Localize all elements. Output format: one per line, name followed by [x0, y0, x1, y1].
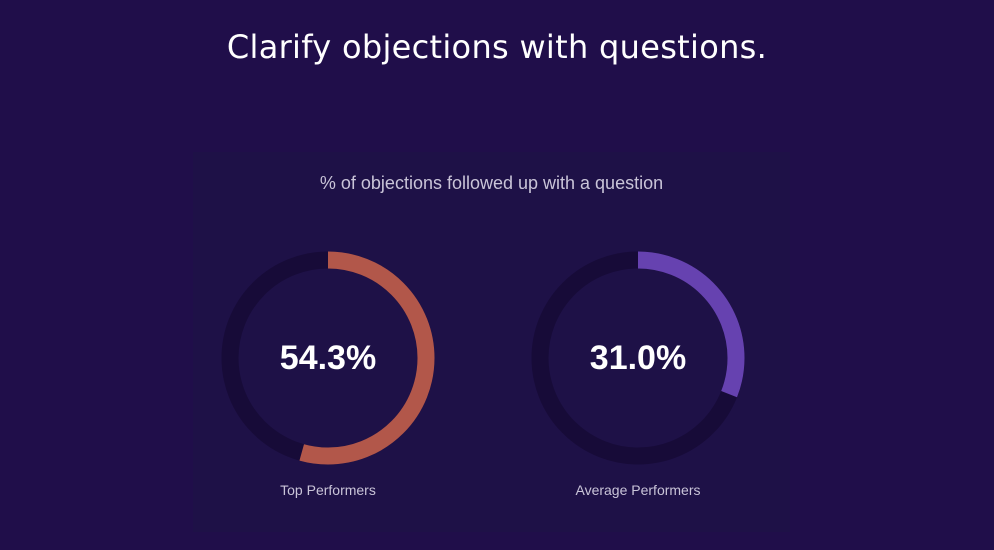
- donut-label-top-performers: Top Performers: [280, 482, 376, 498]
- donut-label-average-performers: Average Performers: [575, 482, 701, 498]
- chart-title: % of objections followed up with a quest…: [319, 173, 664, 193]
- donut-ring-top-performers: [221, 251, 435, 465]
- donut-average-performers: 31.0%: [523, 243, 753, 473]
- donut-top-performers: 54.3%: [213, 243, 443, 473]
- donut-value-top-performers: 54.3%: [279, 339, 377, 377]
- page-title: Clarify objections with questions.: [226, 28, 768, 66]
- donut-value-average-performers: 31.0%: [589, 339, 687, 377]
- chart-panel: % of objections followed up with a quest…: [193, 152, 790, 532]
- donut-ring-average-performers: [531, 251, 745, 465]
